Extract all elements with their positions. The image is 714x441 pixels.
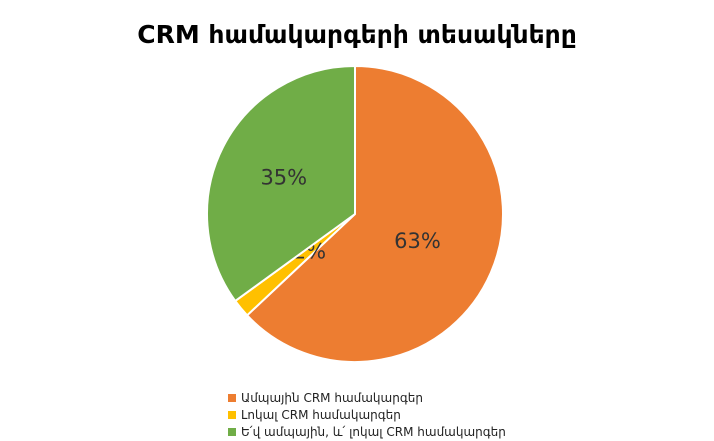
legend: Ամպային CRM համակարգեր Լոկալ CRM համակար… — [228, 389, 506, 440]
legend-label: Ամպային CRM համակարգեր — [241, 390, 423, 405]
legend-item: Ե՛վ ամպային, և՛ լոկալ CRM համակարգեր — [228, 423, 506, 440]
pie-slice — [245, 64, 504, 363]
legend-item: Ամպային CRM համակարգեր — [228, 389, 506, 406]
legend-label: Լոկալ CRM համակարգեր — [241, 407, 401, 422]
data-label: 35% — [260, 166, 307, 190]
legend-swatch — [228, 427, 236, 436]
legend-item: Լոկալ CRM համակարգեր — [228, 406, 506, 423]
legend-swatch — [228, 393, 236, 402]
legend-label: Ե՛վ ամպային, և՛ լոկալ CRM համակարգեր — [241, 424, 506, 439]
data-label: 63% — [394, 229, 441, 253]
legend-swatch — [228, 410, 236, 419]
chart-title: CRM համակարգերի տեսակները — [137, 20, 577, 49]
pie-slice — [206, 64, 356, 303]
